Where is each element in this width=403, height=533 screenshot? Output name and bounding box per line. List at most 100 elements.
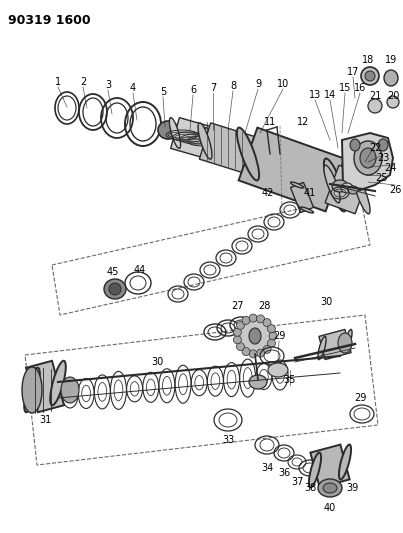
Ellipse shape bbox=[339, 445, 351, 479]
Text: 40: 40 bbox=[324, 503, 336, 513]
Ellipse shape bbox=[249, 328, 261, 344]
Ellipse shape bbox=[22, 367, 42, 413]
Circle shape bbox=[263, 319, 271, 327]
Text: 39: 39 bbox=[346, 483, 358, 493]
Ellipse shape bbox=[324, 165, 340, 203]
Text: 41: 41 bbox=[304, 188, 316, 198]
Text: 23: 23 bbox=[377, 153, 389, 163]
Text: 11: 11 bbox=[264, 117, 276, 127]
Polygon shape bbox=[310, 445, 350, 487]
Text: 14: 14 bbox=[324, 90, 336, 100]
Ellipse shape bbox=[50, 361, 66, 405]
Circle shape bbox=[233, 328, 241, 336]
Text: 8: 8 bbox=[230, 81, 236, 91]
Polygon shape bbox=[26, 361, 64, 412]
Text: 15: 15 bbox=[339, 83, 351, 93]
Text: 35: 35 bbox=[284, 375, 296, 385]
Ellipse shape bbox=[318, 336, 326, 360]
Ellipse shape bbox=[354, 176, 370, 214]
Ellipse shape bbox=[24, 368, 40, 412]
Text: 12: 12 bbox=[297, 117, 309, 127]
Polygon shape bbox=[291, 182, 314, 213]
Text: 30: 30 bbox=[320, 297, 332, 307]
Text: 7: 7 bbox=[210, 83, 216, 93]
Polygon shape bbox=[319, 329, 351, 360]
Ellipse shape bbox=[204, 127, 216, 158]
Text: 30: 30 bbox=[151, 357, 163, 367]
Circle shape bbox=[263, 345, 271, 353]
Circle shape bbox=[268, 340, 275, 348]
Text: 45: 45 bbox=[107, 267, 119, 277]
Circle shape bbox=[269, 332, 277, 340]
Ellipse shape bbox=[360, 148, 376, 168]
Text: 42: 42 bbox=[262, 188, 274, 198]
Text: 37: 37 bbox=[291, 477, 303, 487]
Ellipse shape bbox=[109, 283, 121, 295]
Ellipse shape bbox=[365, 71, 375, 81]
Ellipse shape bbox=[368, 99, 382, 113]
Text: 29: 29 bbox=[273, 331, 285, 341]
Ellipse shape bbox=[387, 96, 399, 108]
Text: 17: 17 bbox=[347, 67, 359, 77]
Text: 20: 20 bbox=[387, 91, 399, 101]
Text: 36: 36 bbox=[278, 468, 290, 478]
Ellipse shape bbox=[169, 118, 181, 148]
Text: 21: 21 bbox=[369, 91, 381, 101]
Text: 13: 13 bbox=[309, 90, 321, 100]
Ellipse shape bbox=[324, 158, 346, 212]
Text: 90319 1600: 90319 1600 bbox=[8, 14, 91, 27]
Ellipse shape bbox=[61, 377, 79, 403]
Text: 31: 31 bbox=[39, 415, 51, 425]
Ellipse shape bbox=[268, 363, 288, 377]
Polygon shape bbox=[325, 165, 369, 214]
Text: 4: 4 bbox=[130, 83, 136, 93]
Ellipse shape bbox=[378, 139, 388, 151]
Text: 27: 27 bbox=[232, 301, 244, 311]
Polygon shape bbox=[239, 127, 345, 212]
Ellipse shape bbox=[249, 375, 267, 389]
Ellipse shape bbox=[301, 207, 314, 213]
Ellipse shape bbox=[323, 483, 337, 493]
Ellipse shape bbox=[291, 182, 303, 188]
Ellipse shape bbox=[338, 333, 352, 353]
Circle shape bbox=[257, 349, 264, 357]
Text: 44: 44 bbox=[134, 265, 146, 275]
Text: 6: 6 bbox=[190, 85, 196, 95]
Text: 24: 24 bbox=[384, 163, 396, 173]
Text: 29: 29 bbox=[354, 393, 366, 403]
Ellipse shape bbox=[354, 141, 382, 175]
Text: 26: 26 bbox=[389, 185, 401, 195]
Text: 9: 9 bbox=[255, 79, 261, 89]
Ellipse shape bbox=[344, 329, 352, 353]
Circle shape bbox=[249, 314, 257, 322]
Circle shape bbox=[268, 325, 275, 333]
Text: 22: 22 bbox=[369, 143, 381, 153]
Text: 33: 33 bbox=[222, 435, 234, 445]
Ellipse shape bbox=[350, 139, 360, 151]
Ellipse shape bbox=[341, 183, 353, 193]
Ellipse shape bbox=[309, 453, 321, 487]
Text: 2: 2 bbox=[80, 77, 86, 87]
Text: 10: 10 bbox=[277, 79, 289, 89]
Text: 38: 38 bbox=[304, 483, 316, 493]
Text: 34: 34 bbox=[261, 463, 273, 473]
Polygon shape bbox=[342, 133, 393, 190]
Circle shape bbox=[237, 318, 273, 354]
Circle shape bbox=[233, 336, 241, 344]
Ellipse shape bbox=[361, 67, 379, 85]
Ellipse shape bbox=[198, 123, 212, 159]
Circle shape bbox=[237, 343, 245, 351]
Text: 18: 18 bbox=[362, 55, 374, 65]
Circle shape bbox=[242, 348, 250, 356]
Ellipse shape bbox=[348, 186, 358, 194]
Circle shape bbox=[237, 321, 245, 329]
Ellipse shape bbox=[104, 279, 126, 299]
Circle shape bbox=[257, 315, 264, 323]
Ellipse shape bbox=[318, 479, 342, 497]
Ellipse shape bbox=[332, 180, 348, 192]
Text: 19: 19 bbox=[385, 55, 397, 65]
Text: 3: 3 bbox=[105, 80, 111, 90]
Text: 28: 28 bbox=[258, 301, 270, 311]
Circle shape bbox=[249, 350, 257, 358]
Circle shape bbox=[242, 317, 250, 325]
